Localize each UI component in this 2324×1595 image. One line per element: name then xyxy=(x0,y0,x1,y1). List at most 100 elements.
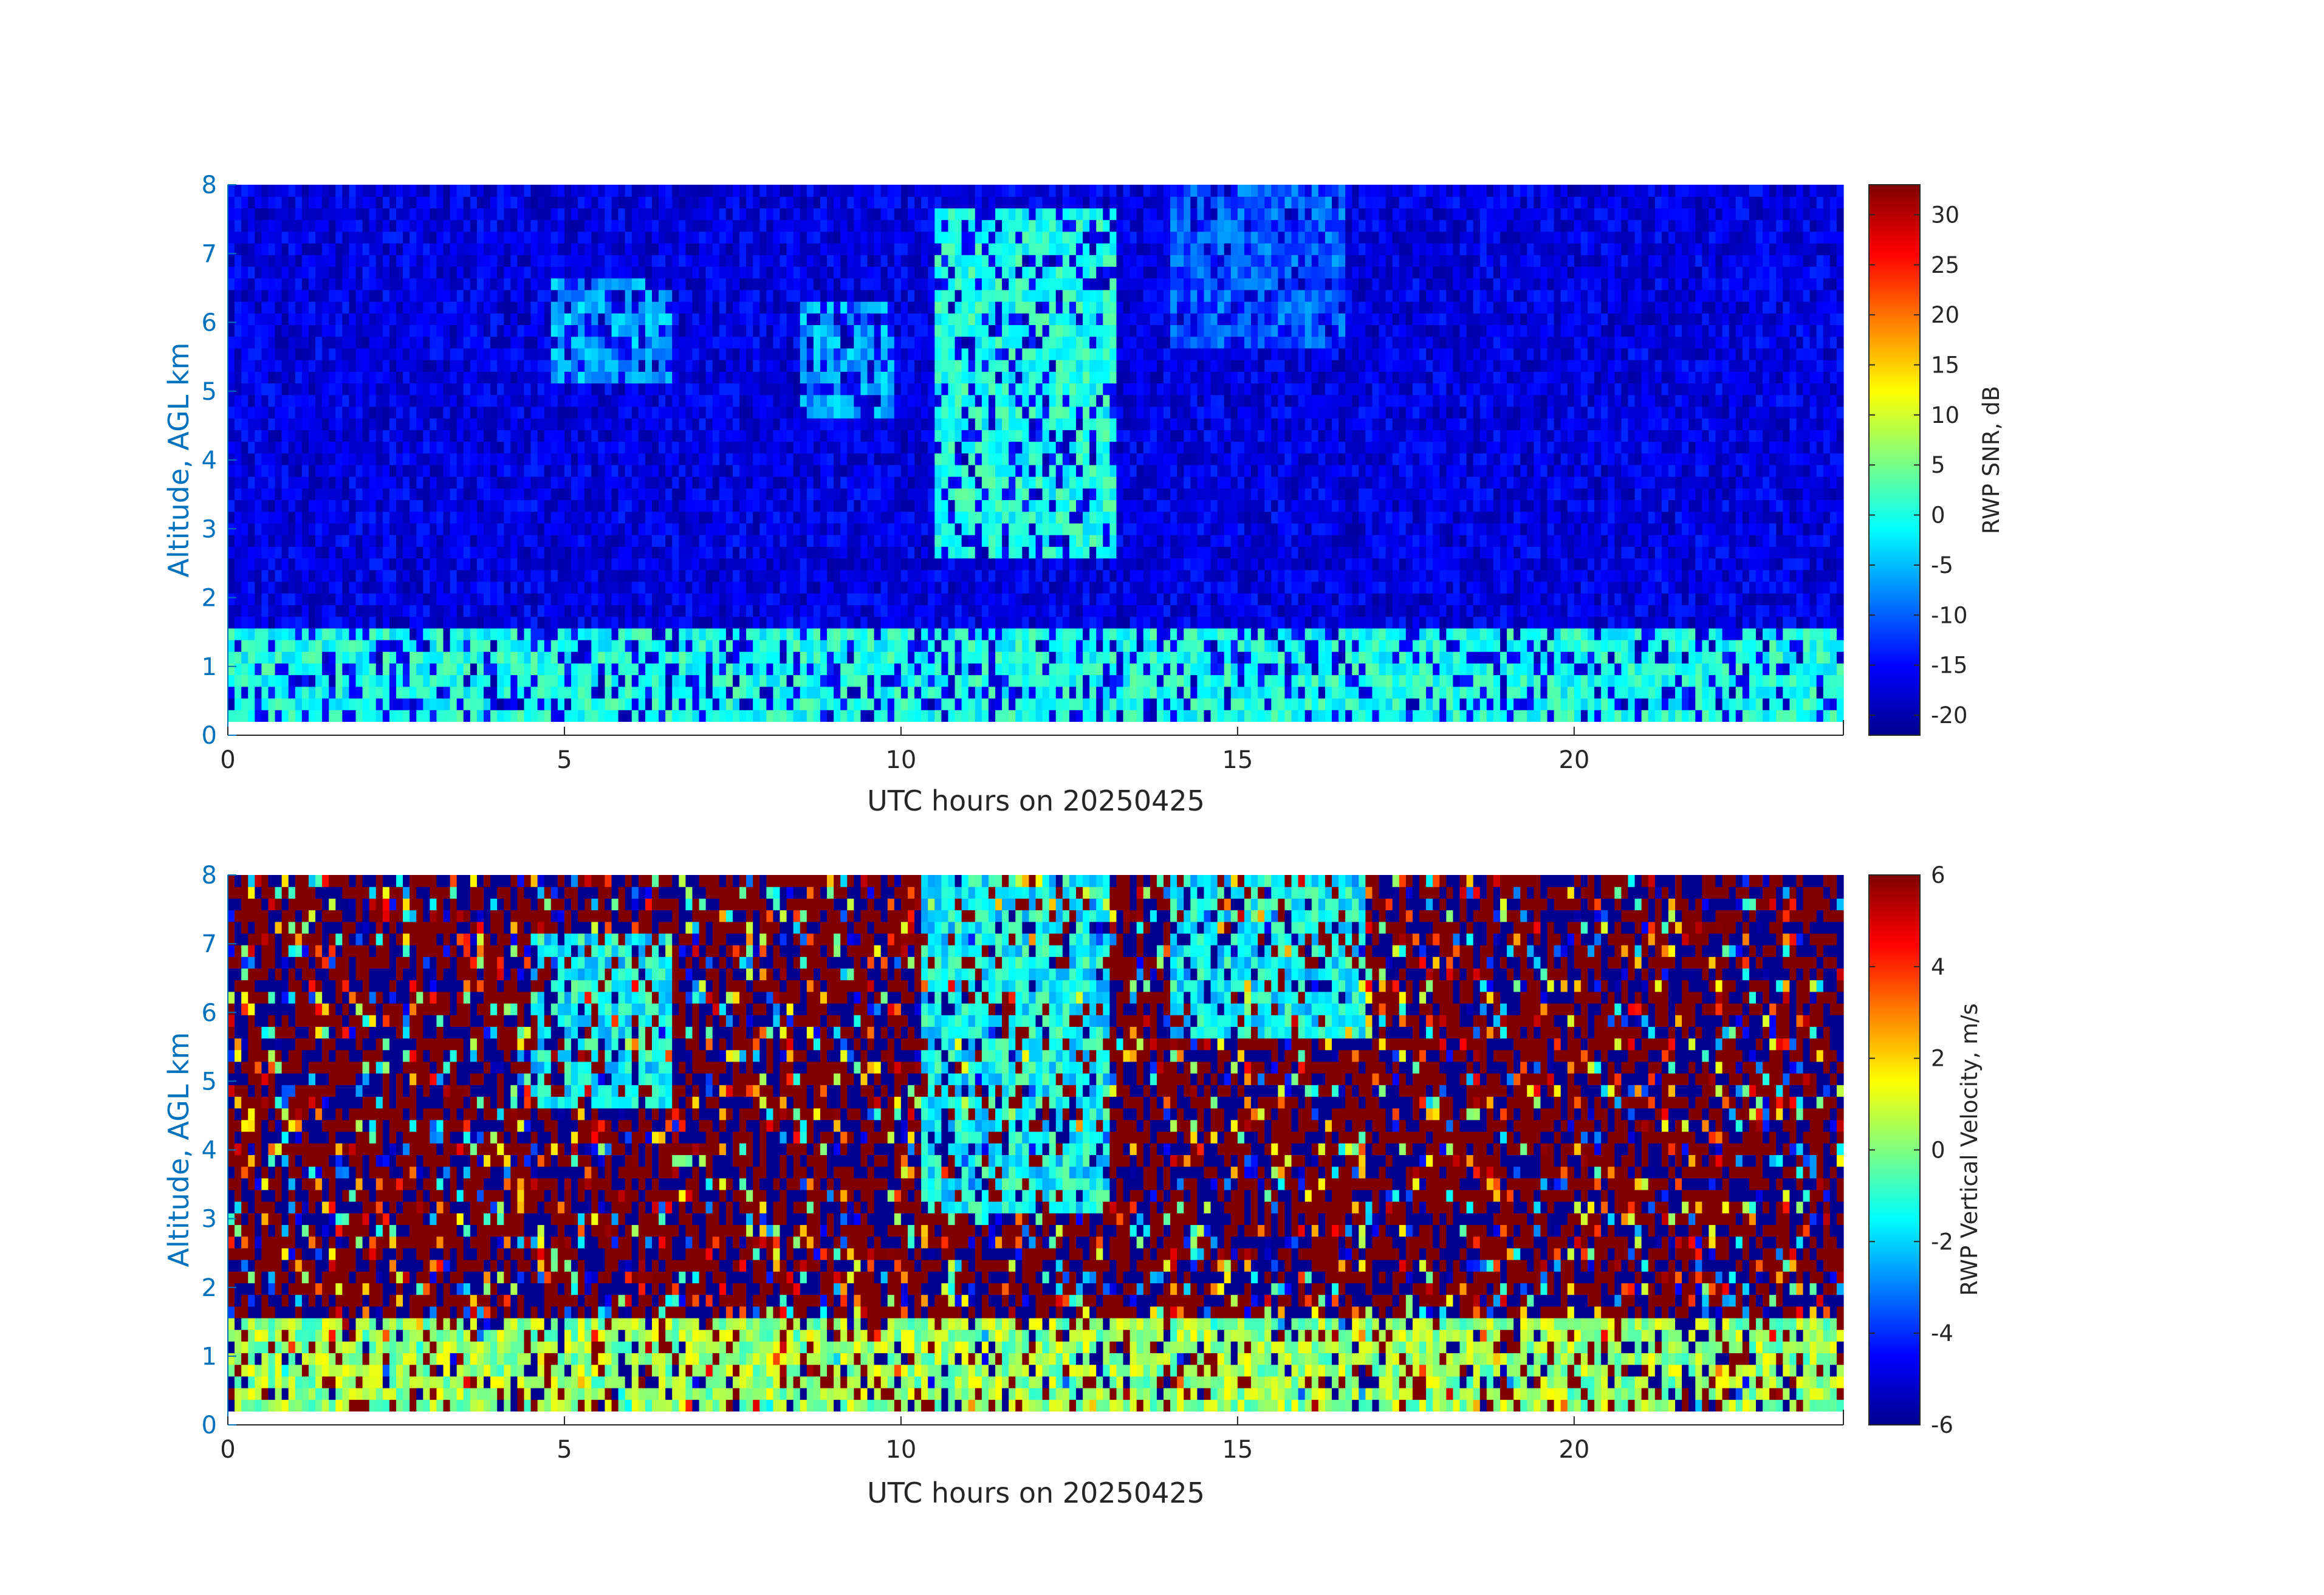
heatmap-cell xyxy=(550,628,558,640)
heatmap-cell xyxy=(436,476,444,489)
heatmap-cell xyxy=(840,535,848,547)
heatmap-cell xyxy=(1331,581,1339,594)
heatmap-cell xyxy=(625,674,632,687)
heatmap-cell xyxy=(1251,488,1258,501)
heatmap-cell xyxy=(288,499,296,512)
heatmap-cell xyxy=(410,639,417,652)
heatmap-cell xyxy=(1096,523,1103,535)
heatmap-cell xyxy=(1164,663,1171,676)
heatmap-cell xyxy=(362,511,370,524)
heatmap-cell xyxy=(1015,651,1023,664)
heatmap-cell xyxy=(564,523,572,535)
heatmap-cell xyxy=(1359,651,1366,664)
heatmap-cell xyxy=(1204,523,1212,535)
heatmap-cell xyxy=(1809,605,1817,617)
heatmap-cell xyxy=(1614,698,1622,710)
heatmap-cell xyxy=(645,639,653,652)
heatmap-cell xyxy=(1035,593,1043,605)
heatmap-cell xyxy=(1029,651,1037,664)
heatmap-cell xyxy=(1446,616,1454,629)
heatmap-cell xyxy=(349,628,357,640)
heatmap-cell xyxy=(537,511,545,524)
heatmap-cell xyxy=(1608,535,1615,547)
heatmap-cell xyxy=(840,569,848,582)
heatmap-cell xyxy=(1278,546,1286,559)
heatmap-cell xyxy=(672,488,679,501)
heatmap-cell xyxy=(1170,535,1177,547)
heatmap-cell xyxy=(235,499,242,512)
heatmap-cell xyxy=(1385,674,1393,687)
heatmap-cell xyxy=(746,710,753,722)
heatmap-cell xyxy=(786,605,794,617)
heatmap-cell xyxy=(860,628,868,640)
heatmap-cell xyxy=(773,639,781,652)
heatmap-cell xyxy=(375,569,383,582)
heatmap-cell xyxy=(235,710,242,722)
heatmap-cell xyxy=(389,535,397,547)
heatmap-cell xyxy=(1022,569,1030,582)
heatmap-cell xyxy=(1015,558,1023,571)
heatmap-cell xyxy=(423,651,430,664)
heatmap-cell xyxy=(908,710,915,722)
heatmap-cell xyxy=(1540,476,1548,489)
heatmap-cell xyxy=(1789,558,1797,571)
heatmap-cell xyxy=(369,686,377,699)
heatmap-cell xyxy=(1062,569,1070,582)
heatmap-cell xyxy=(281,605,289,617)
heatmap-cell xyxy=(1459,569,1467,582)
heatmap-cell xyxy=(638,593,646,605)
heatmap-cell xyxy=(1715,488,1723,501)
heatmap-cell xyxy=(1089,710,1097,722)
heatmap-cell xyxy=(1567,616,1575,629)
heatmap-cell xyxy=(450,605,458,617)
heatmap-cell xyxy=(1029,686,1037,699)
heatmap-cell xyxy=(928,558,935,571)
heatmap-cell xyxy=(625,593,632,605)
heatmap-cell xyxy=(1009,476,1016,489)
heatmap-cell xyxy=(463,710,471,722)
heatmap-cell xyxy=(591,581,598,594)
heatmap-cell xyxy=(329,558,336,571)
heatmap-cell xyxy=(530,535,538,547)
heatmap-cell xyxy=(1345,686,1352,699)
heatmap-cell xyxy=(766,605,774,617)
heatmap-cell xyxy=(705,651,713,664)
heatmap-cell xyxy=(1325,674,1332,687)
heatmap-cell xyxy=(1096,710,1103,722)
heatmap-cell xyxy=(1150,593,1157,605)
heatmap-cell xyxy=(342,616,350,629)
heatmap-cell xyxy=(1150,546,1157,559)
heatmap-cell xyxy=(1116,663,1124,676)
heatmap-cell xyxy=(1284,523,1292,535)
heatmap-cell xyxy=(443,569,451,582)
heatmap-cell xyxy=(255,476,262,489)
heatmap-cell xyxy=(672,605,679,617)
heatmap-cell xyxy=(382,488,390,501)
heatmap-cell xyxy=(1164,569,1171,582)
heatmap-cell xyxy=(1271,686,1278,699)
heatmap-cell xyxy=(921,593,928,605)
heatmap-cell xyxy=(725,628,733,640)
heatmap-cell xyxy=(793,628,801,640)
heatmap-cell xyxy=(1271,674,1278,687)
heatmap-cell xyxy=(1742,593,1750,605)
heatmap-cell xyxy=(1661,605,1669,617)
heatmap-cell xyxy=(1237,581,1245,594)
heatmap-cell xyxy=(1055,674,1063,687)
heatmap-cell xyxy=(638,605,646,617)
heatmap-cell xyxy=(780,639,787,652)
heatmap-cell xyxy=(504,698,511,710)
heatmap-cell xyxy=(1527,674,1534,687)
heatmap-cell xyxy=(1763,651,1770,664)
heatmap-cell xyxy=(1392,569,1400,582)
heatmap-cell xyxy=(1755,535,1763,547)
heatmap-cell xyxy=(1284,535,1292,547)
heatmap-cell xyxy=(908,488,915,501)
heatmap-cell xyxy=(1715,686,1723,699)
heatmap-cell xyxy=(732,663,740,676)
heatmap-cell xyxy=(1359,698,1366,710)
heatmap-cell xyxy=(921,663,928,676)
heatmap-cell xyxy=(651,558,659,571)
heatmap-cell xyxy=(1359,476,1366,489)
heatmap-cell xyxy=(1150,639,1157,652)
